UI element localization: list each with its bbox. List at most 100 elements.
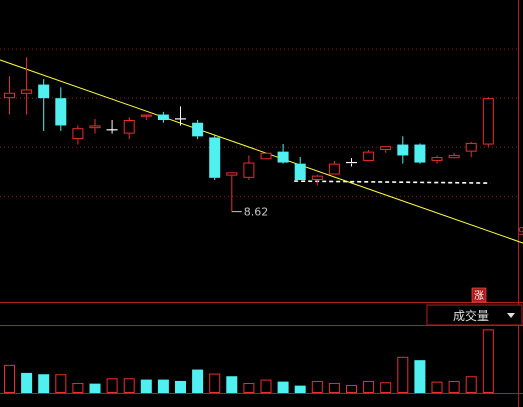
candle-body bbox=[226, 172, 238, 176]
candle-body bbox=[21, 89, 33, 94]
volume-bar bbox=[380, 382, 392, 393]
candle bbox=[294, 157, 306, 180]
candle bbox=[277, 144, 289, 164]
candle bbox=[465, 141, 477, 158]
indicator-selector-box[interactable] bbox=[426, 304, 523, 326]
candle-body bbox=[89, 125, 101, 129]
candle-body bbox=[380, 146, 392, 151]
candle bbox=[72, 125, 84, 145]
candle-body bbox=[209, 137, 221, 178]
volume-bar bbox=[89, 383, 101, 393]
volume-bar bbox=[260, 379, 272, 394]
candle-body bbox=[123, 120, 135, 134]
candle bbox=[226, 172, 238, 212]
candle bbox=[106, 120, 118, 134]
volume-bar bbox=[397, 356, 409, 394]
candle-body bbox=[4, 92, 15, 99]
candle bbox=[363, 150, 375, 161]
candle-body bbox=[192, 122, 204, 137]
candle bbox=[380, 146, 392, 153]
volume-bar bbox=[414, 360, 426, 393]
candle-body bbox=[55, 98, 67, 126]
candle bbox=[38, 79, 50, 131]
candle-body bbox=[363, 151, 375, 161]
candle-body bbox=[431, 157, 443, 161]
volume-bar bbox=[175, 380, 186, 393]
candle bbox=[414, 143, 426, 164]
candle bbox=[140, 114, 152, 120]
trendline bbox=[0, 59, 523, 244]
volume-bar bbox=[4, 364, 15, 393]
candle bbox=[431, 155, 443, 164]
candle-body bbox=[448, 154, 460, 159]
candle bbox=[260, 152, 272, 160]
candle bbox=[328, 160, 340, 175]
candle bbox=[482, 97, 494, 148]
candle bbox=[21, 57, 33, 115]
volume-bar bbox=[157, 379, 169, 393]
volume-bar bbox=[123, 378, 135, 394]
volume-bar bbox=[294, 385, 306, 393]
volume-bar bbox=[363, 380, 375, 394]
candle bbox=[311, 174, 323, 186]
volume-bar bbox=[106, 378, 118, 394]
volume-bar bbox=[243, 382, 255, 394]
volume-series bbox=[4, 329, 494, 394]
price-axis-tick-label: 9 bbox=[518, 225, 523, 238]
candle bbox=[4, 76, 15, 115]
candle-body bbox=[311, 175, 323, 181]
volume-bar bbox=[465, 376, 477, 393]
volume-bar bbox=[209, 373, 221, 394]
low-price-label: 8.62 bbox=[244, 206, 268, 219]
candle bbox=[89, 118, 101, 134]
volume-bar bbox=[21, 372, 33, 393]
candle-body bbox=[260, 152, 272, 160]
price-grid bbox=[0, 48, 518, 197]
volume-bar bbox=[38, 374, 50, 393]
candle bbox=[346, 158, 357, 167]
candle-body bbox=[72, 128, 84, 140]
candle-body bbox=[414, 144, 426, 163]
candle-body bbox=[157, 114, 169, 120]
overlay-lines bbox=[0, 59, 523, 244]
volume-bar bbox=[226, 376, 238, 393]
candlestick-series bbox=[4, 57, 494, 212]
support-line bbox=[294, 180, 491, 184]
candle bbox=[123, 117, 135, 140]
candle bbox=[192, 120, 204, 140]
volume-bar bbox=[328, 382, 340, 394]
candle-body bbox=[397, 144, 409, 156]
candle-body bbox=[140, 114, 152, 117]
volume-bar bbox=[140, 379, 152, 393]
chevron-down-icon[interactable] bbox=[507, 313, 515, 318]
candle-body bbox=[294, 163, 306, 180]
volume-bar bbox=[311, 380, 323, 394]
volume-bar bbox=[448, 380, 460, 394]
candle-body bbox=[38, 84, 50, 99]
candle bbox=[397, 136, 409, 164]
candle-body bbox=[277, 151, 289, 163]
candle bbox=[209, 135, 221, 180]
volume-bar bbox=[431, 381, 443, 393]
volume-bar bbox=[72, 382, 84, 394]
candle bbox=[157, 111, 169, 123]
rise-badge-label: 涨 bbox=[474, 290, 484, 302]
rise-badge: 涨 bbox=[471, 287, 487, 303]
candle-body bbox=[328, 163, 340, 175]
candle bbox=[448, 152, 460, 159]
indicator-selector-label[interactable]: 成交量 bbox=[453, 308, 489, 323]
candle-body bbox=[243, 162, 255, 178]
indicator-selector[interactable]: 成交量 bbox=[426, 304, 523, 326]
volume-bar bbox=[192, 369, 204, 393]
candle bbox=[243, 155, 255, 180]
volume-bar bbox=[346, 384, 357, 393]
volume-bar bbox=[55, 374, 67, 393]
candle bbox=[175, 106, 186, 126]
volume-bar bbox=[482, 329, 494, 394]
candle-body bbox=[482, 98, 494, 145]
rise-badge-box bbox=[471, 287, 487, 303]
volume-bar bbox=[277, 381, 289, 393]
candle bbox=[55, 87, 67, 131]
